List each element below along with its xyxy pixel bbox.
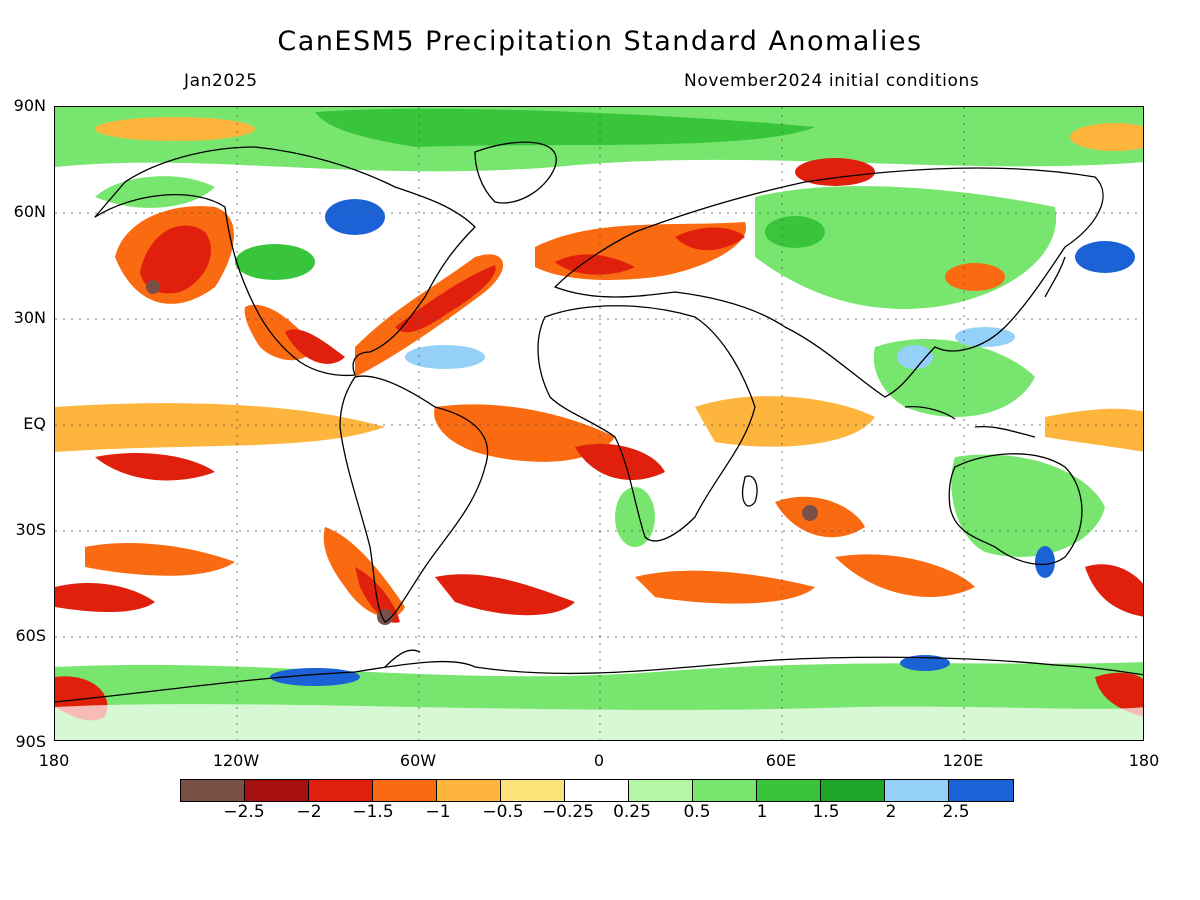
anomaly-map-svg	[55, 107, 1143, 740]
lon-label-60w: 60W	[399, 751, 437, 770]
colorbar-label: 2.5	[942, 802, 970, 822]
lat-label-30s: 30S	[15, 520, 46, 539]
colorbar-label: −2	[296, 802, 322, 822]
lat-label-60n: 60N	[13, 202, 46, 221]
colorbar-swatch-4	[373, 780, 437, 801]
colorbar-label: −0.5	[482, 802, 524, 822]
colorbar-label: 1	[756, 802, 768, 822]
colorbar-swatch-1	[181, 780, 245, 801]
lat-label-60s: 60S	[15, 626, 46, 645]
graticule	[55, 107, 1143, 740]
lon-label-180e: 180	[1128, 751, 1160, 770]
lat-label-90s: 90S	[15, 732, 46, 751]
colorbar-label: −1	[425, 802, 451, 822]
lon-label-120w: 120W	[212, 751, 260, 770]
colorbar-swatch-7	[565, 780, 629, 801]
colorbar-swatch-8	[629, 780, 693, 801]
colorbar-swatch-11	[821, 780, 885, 801]
colorbar-swatch-6	[501, 780, 565, 801]
lon-label-180w: 180	[38, 751, 70, 770]
colorbar-label: 2	[885, 802, 897, 822]
colorbar-swatch-3	[309, 780, 373, 801]
valid-month-label: Jan2025	[184, 71, 258, 91]
lon-label-60e: 60E	[765, 751, 797, 770]
colorbar-swatch-5	[437, 780, 501, 801]
colorbar-label: −1.5	[352, 802, 394, 822]
colorbar-swatch-10	[757, 780, 821, 801]
colorbar-label: 1.5	[812, 802, 840, 822]
colorbar	[180, 779, 1014, 802]
initial-conditions-label: November2024 initial conditions	[684, 71, 980, 91]
anomaly-map	[54, 106, 1144, 741]
colorbar-label: −0.25	[541, 802, 595, 822]
colorbar-label: −2.5	[223, 802, 265, 822]
lon-label-120e: 120E	[942, 751, 984, 770]
lat-label-30n: 30N	[13, 308, 46, 327]
coastlines	[55, 141, 1143, 703]
colorbar-swatch-2	[245, 780, 309, 801]
map-title: CanESM5 Precipitation Standard Anomalies	[277, 26, 923, 57]
colorbar-label: 0.25	[613, 802, 651, 822]
lat-label-90n: 90N	[13, 96, 46, 115]
lon-label-0: 0	[593, 751, 605, 770]
colorbar-swatch-9	[693, 780, 757, 801]
anomaly-regions	[55, 107, 1143, 740]
colorbar-label: 0.5	[683, 802, 711, 822]
colorbar-swatch-12	[885, 780, 949, 801]
colorbar-swatch-13	[949, 780, 1013, 801]
lat-label-eq: EQ	[23, 414, 46, 433]
